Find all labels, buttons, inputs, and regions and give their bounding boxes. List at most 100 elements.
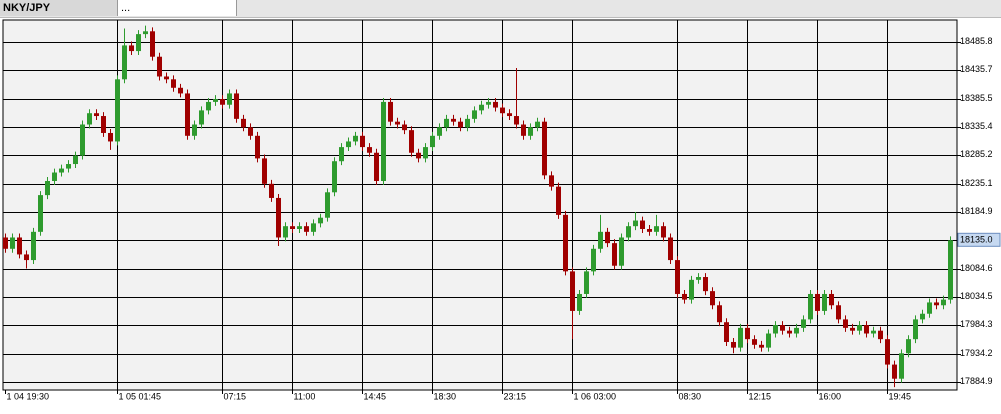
candle-body (857, 325, 862, 331)
candle-body (87, 113, 92, 125)
candle-body (773, 325, 778, 334)
candle-body (829, 293, 834, 306)
candle-body (59, 168, 64, 173)
candle-body (374, 152, 379, 181)
candle-body (318, 217, 323, 224)
candle-body (766, 333, 771, 348)
candle-body (472, 110, 477, 119)
candle-body (199, 110, 204, 125)
candle-body (507, 113, 512, 117)
candle-body (45, 180, 50, 196)
candle-body (17, 237, 22, 255)
tab[interactable]: NKY/JPY (0, 0, 118, 16)
y-tick-label: 18485.8 (960, 36, 993, 46)
candle-body (325, 192, 330, 218)
candle-body (528, 127, 533, 136)
candle-body (437, 127, 442, 136)
candle-body (563, 214, 568, 272)
candle-body (948, 240, 953, 300)
candle-body (521, 124, 526, 136)
candle-body (339, 147, 344, 162)
candle-body (367, 147, 372, 153)
candle-body (696, 277, 701, 280)
candle-body (178, 87, 183, 94)
tab[interactable]: ... (118, 0, 237, 16)
x-tick-label: 14:45 (364, 391, 387, 401)
candle-body (290, 226, 295, 230)
y-tick-label: 17984.3 (960, 319, 993, 329)
x-tick-label: 1 06 03:00 (574, 391, 617, 401)
candle-body (780, 325, 785, 331)
candle-body (262, 158, 267, 184)
x-tick-label: 23:15 (504, 391, 527, 401)
candle-body (304, 226, 309, 232)
candle-body (759, 344, 764, 348)
candle-body (248, 127, 253, 136)
candle-body (360, 135, 365, 148)
candle-body (283, 226, 288, 238)
candle-body (388, 101, 393, 122)
candle-body (892, 364, 897, 379)
x-tick-label: 07:15 (224, 391, 247, 401)
candle-body (850, 327, 855, 331)
candle-body (717, 305, 722, 323)
candle-body (80, 124, 85, 156)
candle-body (633, 220, 638, 227)
candle-body (458, 121, 463, 128)
candle-body (640, 220, 645, 230)
candle-body (577, 293, 582, 311)
candle-body (381, 101, 386, 181)
y-tick-label: 18235.1 (960, 178, 993, 188)
candle-body (122, 45, 127, 80)
candle-body (206, 101, 211, 111)
candle-body (619, 237, 624, 266)
x-tick-label: 12:15 (749, 391, 772, 401)
candle-body (934, 302, 939, 306)
candle-body (703, 277, 708, 292)
y-tick-label: 18034.5 (960, 291, 993, 301)
candle-body (164, 76, 169, 80)
candle-body (66, 164, 71, 169)
candle-body (465, 118, 470, 128)
candle-body (500, 107, 505, 114)
candle-body (815, 293, 820, 311)
candle-body (24, 254, 29, 261)
y-tick-label: 17934.2 (960, 348, 993, 358)
x-tick-label: 1 04 19:30 (7, 391, 50, 401)
candle-body (220, 99, 225, 105)
candle-body (227, 93, 232, 105)
candle-body (192, 124, 197, 136)
y-tick-label: 18435.7 (960, 64, 993, 74)
candle-body (276, 197, 281, 238)
candle-body (346, 141, 351, 148)
candle-body (787, 330, 792, 334)
candle-body (297, 226, 302, 230)
candle-body (409, 130, 414, 153)
candle-body (143, 31, 148, 35)
candle-body (157, 56, 162, 77)
candle-body (801, 319, 806, 328)
y-tick-label: 18084.6 (960, 263, 993, 273)
candle-body (584, 271, 589, 294)
candle-body (549, 175, 554, 187)
candle-body (661, 226, 666, 238)
candle-body (234, 93, 239, 119)
candle-body (654, 226, 659, 232)
candle-body (752, 339, 757, 345)
candle-body (150, 31, 155, 57)
plot-area (2, 19, 958, 391)
x-tick-label: 11:00 (294, 391, 316, 401)
candle-body (668, 237, 673, 261)
candle-body (416, 152, 421, 159)
candle-body (598, 231, 603, 249)
candle-body (479, 104, 484, 111)
x-tick-label: 08:30 (679, 391, 702, 401)
y-tick-label: 17884.9 (960, 376, 993, 386)
candle-body (591, 248, 596, 272)
candle-body (682, 293, 687, 300)
candle-body (213, 99, 218, 102)
candle-body (171, 79, 176, 88)
candle-body (941, 299, 946, 306)
candle-body (542, 121, 547, 176)
